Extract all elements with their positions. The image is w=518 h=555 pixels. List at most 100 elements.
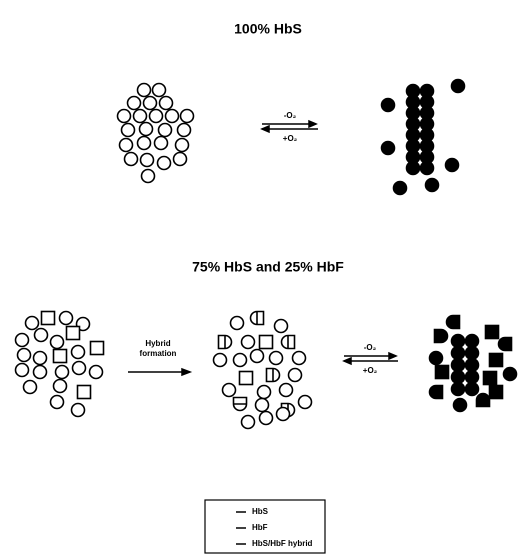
hbs-molecule bbox=[34, 366, 47, 379]
hbf-molecule bbox=[42, 312, 55, 325]
hbs-molecule bbox=[16, 364, 29, 377]
hbs-molecule bbox=[181, 110, 194, 123]
hbs-molecule bbox=[73, 362, 86, 375]
hybrid-molecule bbox=[234, 398, 247, 411]
hbs-molecule bbox=[35, 329, 48, 342]
hbs-molecule bbox=[72, 404, 85, 417]
legend-label: HbF bbox=[252, 523, 268, 532]
hbs-molecule bbox=[293, 352, 306, 365]
hbs-molecule bbox=[178, 124, 191, 137]
hbf-molecule bbox=[484, 372, 497, 385]
hbs-molecule bbox=[256, 399, 269, 412]
hbs-molecule bbox=[407, 162, 420, 175]
hybrid-outline bbox=[251, 312, 264, 325]
hbs-molecule bbox=[466, 347, 479, 360]
hybrid-molecule bbox=[447, 316, 460, 329]
hbs-molecule bbox=[24, 381, 37, 394]
step-label: formation bbox=[140, 349, 177, 358]
hbs-molecule bbox=[54, 380, 67, 393]
hbs-molecule bbox=[258, 386, 271, 399]
hbs-molecule bbox=[128, 97, 141, 110]
arrow-label: +O₂ bbox=[363, 366, 378, 375]
hbs-molecule bbox=[120, 139, 133, 152]
hbs-molecule bbox=[452, 80, 465, 93]
hbs-molecule bbox=[141, 154, 154, 167]
hbs-molecule bbox=[174, 153, 187, 166]
hbf-molecule bbox=[54, 350, 67, 363]
hbs-molecule bbox=[270, 352, 283, 365]
hbs-molecule bbox=[51, 336, 64, 349]
hbf-molecule bbox=[78, 386, 91, 399]
diagram: 100% HbS 75% HbS and 25% HbF -O₂ +O₂ Hyb… bbox=[0, 0, 518, 555]
hbs-molecule bbox=[504, 368, 517, 381]
hbs-molecule bbox=[51, 396, 64, 409]
hybrid-molecule bbox=[430, 386, 443, 399]
hybrid-outline bbox=[477, 394, 490, 407]
hybrid-outline bbox=[447, 316, 460, 329]
hbs-molecule bbox=[466, 359, 479, 372]
hbs-molecule bbox=[26, 317, 39, 330]
hybrid-molecule bbox=[251, 312, 264, 325]
hbs-molecule bbox=[138, 137, 151, 150]
hbs-molecule bbox=[56, 366, 69, 379]
panel-title: 75% HbS and 25% HbF bbox=[192, 259, 344, 275]
hbs-molecule bbox=[234, 354, 247, 367]
arrow-label: -O₂ bbox=[364, 343, 377, 352]
hbs-molecule bbox=[260, 412, 273, 425]
hbs-molecule bbox=[90, 366, 103, 379]
legend-label: HbS bbox=[252, 507, 269, 516]
hbf-molecule bbox=[260, 336, 273, 349]
hbs-molecule bbox=[452, 335, 465, 348]
hybrid-outline bbox=[499, 338, 512, 351]
hbs-molecule bbox=[280, 384, 293, 397]
hybrid-molecule bbox=[267, 369, 280, 382]
hbf-molecule bbox=[486, 326, 499, 339]
hbs-molecule bbox=[138, 84, 151, 97]
hybrid-outline bbox=[430, 386, 443, 399]
hybrid-molecule bbox=[477, 394, 490, 407]
hbs-molecule bbox=[60, 312, 73, 325]
hbs-molecule bbox=[251, 350, 264, 363]
hbs-molecule bbox=[382, 99, 395, 112]
hbs-molecule bbox=[466, 371, 479, 384]
hbs-molecule bbox=[231, 317, 244, 330]
hbs-molecule bbox=[426, 179, 439, 192]
hybrid-molecule bbox=[219, 336, 232, 349]
hybrid-molecule bbox=[282, 336, 295, 349]
arrow-label: +O₂ bbox=[283, 134, 298, 143]
hbs-molecule bbox=[452, 371, 465, 384]
hbs-molecule bbox=[277, 408, 290, 421]
hbs-molecule bbox=[466, 335, 479, 348]
panel-title: 100% HbS bbox=[234, 21, 302, 37]
legend-lines bbox=[236, 512, 246, 544]
hbs-molecule bbox=[125, 153, 138, 166]
legend-label: HbS/HbF hybrid bbox=[252, 539, 313, 548]
equilibrium-arrows bbox=[344, 353, 398, 364]
hbs-molecule bbox=[158, 157, 171, 170]
hbs-molecule bbox=[155, 137, 168, 150]
hbs-molecule bbox=[382, 142, 395, 155]
hbs-molecule bbox=[118, 110, 131, 123]
hbs-molecule bbox=[452, 347, 465, 360]
hybrid-outline bbox=[435, 330, 448, 343]
arrow-label: -O₂ bbox=[284, 111, 297, 120]
hbf-molecule bbox=[91, 342, 104, 355]
hbs-molecule bbox=[144, 97, 157, 110]
hbs-molecule bbox=[142, 170, 155, 183]
hybrid-outline bbox=[267, 369, 280, 382]
hbs-molecule bbox=[299, 396, 312, 409]
hbs-molecule bbox=[214, 354, 227, 367]
hybrid-molecule bbox=[499, 338, 512, 351]
hbs-molecule bbox=[394, 182, 407, 195]
hbs-molecule bbox=[446, 159, 459, 172]
hbs-molecule bbox=[242, 336, 255, 349]
hbs-molecule bbox=[176, 139, 189, 152]
hbs-molecule bbox=[150, 110, 163, 123]
hybrid-molecule bbox=[435, 330, 448, 343]
hbs-molecule bbox=[223, 384, 236, 397]
hbs-molecule bbox=[452, 359, 465, 372]
hybrid-outline bbox=[234, 398, 247, 411]
hbs-molecule bbox=[166, 110, 179, 123]
hbs-molecule bbox=[454, 399, 467, 412]
hbs-molecule bbox=[466, 383, 479, 396]
